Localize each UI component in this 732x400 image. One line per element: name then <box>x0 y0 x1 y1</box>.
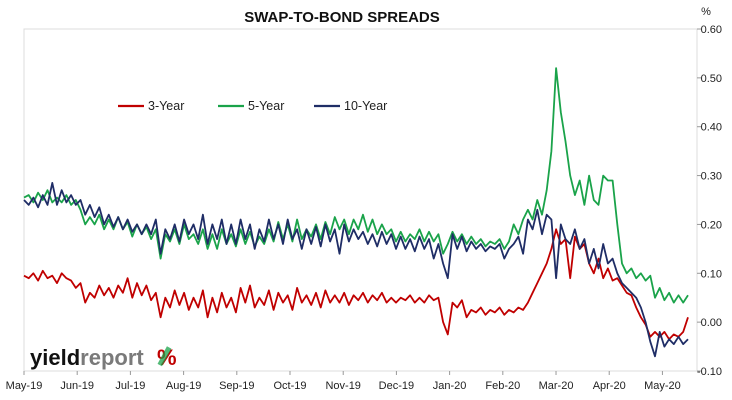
x-tick-label: Oct-19 <box>274 380 307 392</box>
y-tick-label: 0.30 <box>701 171 722 183</box>
x-tick-label: May-20 <box>644 380 681 392</box>
x-tick-label: Dec-19 <box>379 380 414 392</box>
x-tick-label: Mar-20 <box>539 380 574 392</box>
x-tick-label: May-19 <box>6 380 43 392</box>
x-tick-label: Jun-19 <box>60 380 94 392</box>
x-tick-label: Sep-19 <box>219 380 254 392</box>
x-tick-label: Apr-20 <box>593 380 626 392</box>
y-tick-label: 0.10 <box>701 268 722 280</box>
y-tick-label: 0.00 <box>701 317 722 329</box>
svg-text:yieldreport: yieldreport <box>30 345 144 370</box>
y-tick-label: 0.60 <box>701 24 722 36</box>
legend-label: 3-Year <box>148 99 184 113</box>
x-tick-label: Feb-20 <box>485 380 520 392</box>
y-tick-label: -0.10 <box>697 366 722 378</box>
legend: 3-Year 5-Year 10-Year <box>118 99 387 113</box>
x-tick-label: Jul-19 <box>115 380 145 392</box>
x-axis: May-19 Jun-19 Jul-19 Aug-19 Sep-19 Oct-19 Nov-… <box>6 371 681 392</box>
legend-label: 10-Year <box>344 99 387 113</box>
logo-percent-icon: % <box>157 345 177 370</box>
y-tick-label: 0.50 <box>701 73 722 85</box>
logo-yield: yield <box>30 345 80 370</box>
yieldreport-logo: yieldreport % <box>30 345 177 370</box>
y-tick-label: 0.40 <box>701 122 722 134</box>
series-line-5-year <box>23 67 689 304</box>
series-lines <box>23 67 689 358</box>
logo-percent-green-stroke <box>157 346 172 367</box>
x-tick-label: Jan-20 <box>433 380 467 392</box>
chart-title: SWAP-TO-BOND SPREADS <box>244 9 440 26</box>
y-tick-label: 0.20 <box>701 219 722 231</box>
legend-label: 5-Year <box>248 99 284 113</box>
x-tick-label: Aug-19 <box>166 380 201 392</box>
y-axis-unit: % <box>701 6 711 18</box>
series-line-10-year <box>23 182 689 358</box>
y-axis: 0.60 0.50 0.40 0.30 0.20 0.10 0.00 -0.10 <box>697 24 722 378</box>
plot-frame <box>23 28 698 372</box>
logo-report: report <box>80 345 144 370</box>
x-tick-label: Nov-19 <box>325 380 360 392</box>
series-line-3-year <box>23 228 689 341</box>
